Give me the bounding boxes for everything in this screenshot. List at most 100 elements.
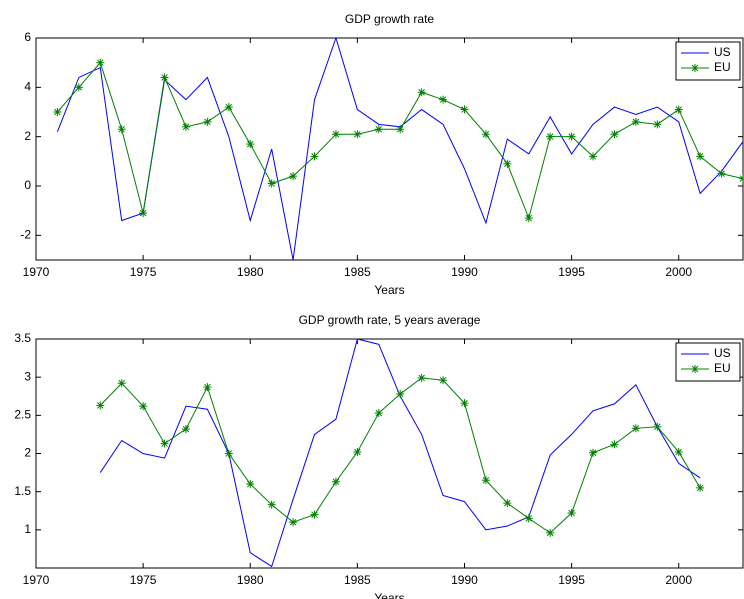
marker-stroke: [118, 126, 125, 133]
marker-stroke: [289, 172, 297, 180]
marker: [439, 95, 448, 104]
marker-stroke: [504, 499, 511, 507]
marker-stroke: [332, 130, 340, 138]
marker-stroke: [246, 480, 254, 488]
marker-stroke: [161, 74, 168, 81]
marker: [503, 499, 512, 508]
x-tick-label: 2000: [665, 573, 692, 587]
marker-stroke: [268, 180, 275, 187]
marker-stroke: [525, 214, 533, 222]
marker: [674, 447, 683, 456]
marker-stroke: [461, 106, 468, 113]
x-tick-label: 1990: [451, 573, 478, 587]
marker-stroke: [182, 123, 190, 131]
marker: [691, 64, 699, 72]
marker-stroke: [246, 140, 254, 148]
legend-label: US: [714, 346, 731, 360]
x-axis-label: Years: [374, 591, 404, 599]
marker: [696, 152, 705, 161]
marker: [396, 389, 405, 398]
marker: [653, 120, 662, 129]
x-tick-label: 1995: [558, 265, 585, 279]
marker-stroke: [97, 59, 104, 66]
marker-stroke: [482, 476, 490, 484]
marker: [331, 130, 340, 139]
marker-stroke: [289, 518, 297, 526]
marker-stroke: [675, 448, 682, 456]
chart: GDP growth rate Years 1970 1975 1980 1985 1990…: [20, 12, 744, 297]
marker: [353, 447, 362, 456]
marker-stroke: [632, 118, 640, 126]
plot-area: [35, 338, 744, 569]
marker-stroke: [182, 425, 190, 433]
marker-stroke: [568, 509, 575, 517]
marker: [417, 373, 426, 382]
marker: [460, 399, 469, 408]
y-tick-label: 3.5: [14, 331, 31, 345]
marker-stroke: [54, 108, 61, 116]
marker: [460, 105, 469, 114]
y-tick-label: 6: [24, 30, 31, 44]
marker: [481, 476, 490, 485]
marker-stroke: [482, 130, 490, 138]
marker-stroke: [396, 390, 404, 398]
marker-stroke: [718, 170, 725, 177]
marker-stroke: [418, 374, 425, 382]
y-tick-label: -2: [20, 228, 31, 242]
marker-stroke: [396, 126, 404, 133]
marker: [567, 132, 576, 141]
y-tick-label: 2.5: [14, 408, 31, 422]
marker-stroke: [375, 126, 383, 133]
marker: [589, 448, 598, 457]
chart-title: GDP growth rate, 5 years average: [299, 313, 481, 327]
marker-stroke: [268, 501, 275, 508]
y-tick-label: 0: [24, 178, 31, 192]
x-axis-label: Years: [374, 283, 404, 297]
legend-box: [675, 342, 741, 382]
marker-stroke: [632, 425, 640, 432]
marker-stroke: [546, 133, 554, 140]
marker-stroke: [739, 175, 743, 180]
y-tick-label: 3: [24, 369, 31, 383]
marker: [691, 365, 699, 373]
marker: [203, 383, 212, 392]
x-tick-label: 1970: [23, 265, 50, 279]
marker: [717, 169, 726, 178]
marker: [739, 174, 743, 183]
marker-stroke: [225, 103, 233, 111]
marker: [546, 528, 555, 537]
x-tick-label: 2000: [665, 265, 692, 279]
marker: [310, 510, 319, 519]
marker: [246, 480, 255, 489]
marker-stroke: [675, 106, 682, 113]
marker-stroke: [418, 89, 425, 96]
marker: [224, 103, 233, 112]
y-tick-label: 1: [24, 522, 31, 536]
chart-title: GDP growth rate: [345, 12, 434, 26]
marker: [674, 105, 683, 114]
marker-stroke: [589, 153, 597, 160]
marker: [417, 88, 426, 97]
marker: [610, 440, 619, 449]
marker: [567, 509, 576, 518]
marker-stroke: [118, 380, 125, 387]
marker-stroke: [97, 402, 104, 409]
marker: [631, 117, 640, 126]
marker-stroke: [546, 529, 554, 537]
marker-stroke: [204, 383, 211, 391]
x-tick-label: 1985: [344, 265, 371, 279]
x-tick-label: 1970: [23, 573, 50, 587]
x-tick-label: 1975: [130, 265, 157, 279]
marker: [374, 409, 383, 418]
marker: [117, 125, 126, 134]
marker-stroke: [696, 484, 704, 492]
marker: [181, 425, 190, 434]
marker-stroke: [739, 177, 743, 182]
marker-stroke: [439, 96, 447, 103]
marker: [310, 152, 319, 161]
marker-stroke: [568, 133, 575, 140]
marker-stroke: [225, 450, 233, 457]
